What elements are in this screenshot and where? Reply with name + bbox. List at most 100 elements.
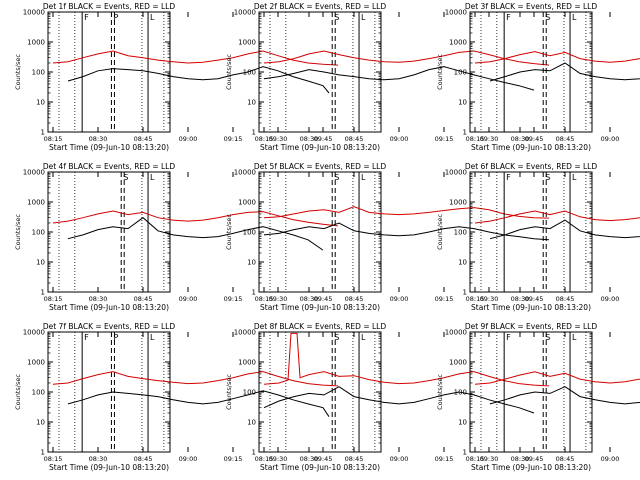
events-series-line	[489, 386, 640, 405]
y-axis-label: Counts/sec	[436, 214, 444, 250]
events-series-line	[67, 217, 324, 251]
y-tick-label: 1000	[238, 39, 256, 47]
y-tick-label: 10000	[234, 9, 256, 17]
x-tick-label: 08:30	[89, 295, 108, 303]
plot-frame	[258, 331, 382, 453]
events-series-line	[263, 66, 535, 91]
x-tick-label: 09:15	[224, 295, 243, 303]
y-tick-label: 10	[247, 99, 256, 107]
x-tick-label: 09:45	[525, 455, 544, 463]
y-tick-label: 1	[41, 289, 45, 297]
x-tick-label: 08:45	[345, 295, 364, 303]
time-marker-label: S	[334, 13, 339, 22]
chart-panel: 1 10 100 1000 10000 08:15 08:30 08:45 09:00 09:15…	[14, 322, 339, 472]
x-tick-label: 08:15	[44, 455, 63, 463]
chart-panel: 1 10 100 1000 10000 08:15 08:30 08:45 09:00 09:15…	[225, 2, 550, 152]
x-tick-label: 09:00	[601, 295, 620, 303]
y-tick-label: 10000	[234, 169, 256, 177]
x-tick-label: 08:45	[556, 455, 575, 463]
time-marker-label: L	[572, 173, 577, 182]
y-tick-label: 1000	[449, 199, 467, 207]
y-axis-label: Counts/sec	[14, 214, 22, 250]
x-axis-label: Start Time (09-Jun-10 08:13:20)	[471, 303, 591, 312]
x-axis-label: Start Time (09-Jun-10 08:13:20)	[471, 463, 591, 472]
y-axis-label: Counts/sec	[14, 54, 22, 90]
x-tick-label: 09:30	[269, 135, 288, 143]
x-tick-label: 09:15	[435, 295, 454, 303]
x-axis-label: Start Time (09-Jun-10 08:13:20)	[260, 463, 380, 472]
x-tick-label: 08:30	[300, 135, 319, 143]
x-tick-label: 09:30	[269, 455, 288, 463]
x-tick-label: 09:15	[224, 455, 243, 463]
x-tick-label: 09:45	[525, 135, 544, 143]
y-tick-label: 1000	[27, 39, 45, 47]
events-series-line	[67, 66, 330, 94]
x-tick-label: 08:15	[44, 295, 63, 303]
events-series-line	[263, 386, 535, 414]
time-marker-label: S	[334, 173, 339, 182]
x-tick-label: 09:00	[390, 295, 409, 303]
y-tick-label: 1000	[449, 359, 467, 367]
x-tick-label: 08:45	[134, 135, 153, 143]
plot-frame	[47, 331, 171, 453]
time-marker-label: S	[545, 13, 550, 22]
y-tick-label: 100	[32, 69, 45, 77]
time-marker-label: F	[84, 333, 89, 342]
y-tick-label: 10	[36, 99, 45, 107]
x-tick-label: 09:45	[314, 295, 333, 303]
x-tick-label: 09:00	[601, 135, 620, 143]
x-tick-label: 08:45	[345, 135, 364, 143]
time-marker-label: S	[334, 333, 339, 342]
x-tick-label: 08:30	[511, 135, 530, 143]
x-tick-label: 08:15	[466, 295, 485, 303]
chart-title: Det 1f BLACK = Events, RED = LLD	[43, 2, 176, 11]
chart-title: Det 2f BLACK = Events, RED = LLD	[254, 2, 387, 11]
x-tick-label: 08:15	[255, 455, 274, 463]
lld-series-line	[263, 50, 550, 66]
y-tick-label: 100	[243, 389, 256, 397]
x-tick-label: 09:00	[390, 135, 409, 143]
time-marker-label: L	[361, 173, 366, 182]
x-axis-label: Start Time (09-Jun-10 08:13:20)	[260, 143, 380, 152]
chart-title: Det 3f BLACK = Events, RED = LLD	[465, 2, 598, 11]
y-tick-label: 1000	[238, 359, 256, 367]
y-tick-label: 100	[243, 229, 256, 237]
events-series-line	[263, 222, 550, 241]
y-tick-label: 10000	[445, 329, 467, 337]
x-tick-label: 09:00	[179, 295, 198, 303]
y-axis-label: Counts/sec	[225, 374, 233, 410]
x-tick-label: 08:30	[300, 455, 319, 463]
time-marker-label: P	[113, 13, 118, 22]
lld-series-line	[474, 371, 640, 385]
x-tick-label: 08:45	[345, 455, 364, 463]
time-marker-label: L	[150, 173, 155, 182]
x-tick-label: 08:30	[511, 455, 530, 463]
y-tick-label: 10	[36, 419, 45, 427]
time-marker-label: F	[506, 173, 511, 182]
events-series-line	[489, 219, 640, 240]
y-tick-label: 10000	[445, 169, 467, 177]
chart-title: Det 6f BLACK = Events, RED = LLD	[465, 162, 598, 171]
y-tick-label: 1	[252, 449, 256, 457]
x-axis-label: Start Time (09-Jun-10 08:13:20)	[49, 463, 169, 472]
lld-series-line	[263, 206, 550, 219]
y-tick-label: 1000	[27, 359, 45, 367]
chart-panel: 1 10 100 1000 10000 08:15 08:30 08:45 09:00 09:15…	[14, 2, 339, 152]
chart-panel: 1 10 100 1000 10000 08:15 08:30 08:45 09:00 09:15…	[436, 322, 640, 472]
x-tick-label: 08:45	[134, 295, 153, 303]
y-tick-label: 1	[463, 129, 467, 137]
x-tick-label: 08:30	[511, 295, 530, 303]
chart-panel: 1 10 100 1000 10000 08:15 08:30 08:45 09:00 09:15…	[225, 162, 550, 312]
y-tick-label: 10000	[23, 9, 45, 17]
events-series-line	[489, 62, 640, 82]
x-tick-label: 08:15	[44, 135, 63, 143]
lld-series-line	[52, 210, 339, 227]
chart-title: Det 5f BLACK = Events, RED = LLD	[254, 162, 387, 171]
chart-title: Det 7f BLACK = Events, RED = LLD	[43, 322, 176, 331]
y-tick-label: 100	[243, 69, 256, 77]
y-axis-label: Counts/sec	[14, 374, 22, 410]
lld-series-line	[263, 332, 550, 387]
x-tick-label: 08:15	[255, 135, 274, 143]
y-tick-label: 10	[458, 259, 467, 267]
